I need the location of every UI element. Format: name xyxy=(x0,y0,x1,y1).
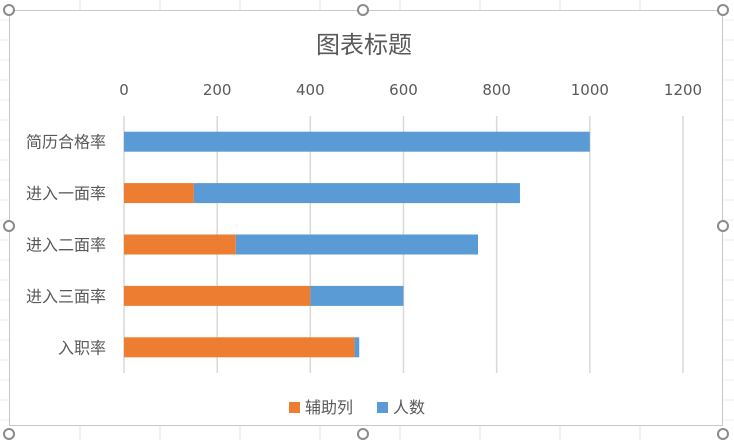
bar-segment-count[interactable] xyxy=(235,234,479,255)
legend-swatch xyxy=(377,402,388,413)
legend-label: 辅助列 xyxy=(305,398,353,417)
resize-handle-top-left[interactable] xyxy=(3,4,15,16)
x-tick-label: 1000 xyxy=(571,81,609,99)
resize-handle-bottom-left[interactable] xyxy=(3,428,15,440)
bar-segment-count[interactable] xyxy=(124,131,590,152)
bar-segment-helper[interactable] xyxy=(124,234,236,255)
legend[interactable]: 辅助列 人数 xyxy=(289,398,425,417)
x-tick-label: 200 xyxy=(203,81,232,99)
y-category-label: 简历合格率 xyxy=(26,133,106,152)
y-category-label: 进入三面率 xyxy=(26,287,106,306)
resize-handle-bottom-middle[interactable] xyxy=(357,428,369,440)
x-tick-label: 400 xyxy=(296,81,325,99)
chart-area[interactable]: 图表标题 0 200 400 600 800 1000 1200 简历合格率进入一面率进入二… xyxy=(9,10,723,426)
y-category-label: 进入一面率 xyxy=(26,184,106,203)
bar-segment-count[interactable] xyxy=(193,183,520,204)
x-tick-label: 0 xyxy=(119,81,129,99)
bar-segment-count[interactable] xyxy=(354,337,360,358)
bar-segment-count[interactable] xyxy=(310,285,404,306)
chart-title[interactable]: 图表标题 xyxy=(316,31,412,59)
bar-segment-helper[interactable] xyxy=(124,285,311,306)
bar-segment-helper[interactable] xyxy=(124,183,194,204)
x-tick-label: 600 xyxy=(389,81,418,99)
legend-swatch xyxy=(289,402,300,413)
x-tick-label: 800 xyxy=(482,81,511,99)
resize-handle-top-middle[interactable] xyxy=(357,4,369,16)
bar-segment-helper[interactable] xyxy=(124,337,355,358)
x-tick-label: 1200 xyxy=(664,81,702,99)
x-axis-ticks: 0 200 400 600 800 1000 1200 xyxy=(119,81,702,99)
y-category-label: 入职率 xyxy=(58,338,106,357)
y-category-label: 进入二面率 xyxy=(26,236,106,255)
resize-handle-bottom-right[interactable] xyxy=(717,428,729,440)
bar-chart: 图表标题 0 200 400 600 800 1000 1200 简历合格率进入一面率进入二… xyxy=(26,31,702,417)
resize-handle-middle-right[interactable] xyxy=(717,220,729,232)
resize-handle-top-right[interactable] xyxy=(717,4,729,16)
bars xyxy=(124,131,590,358)
legend-label: 人数 xyxy=(393,398,425,417)
resize-handle-middle-left[interactable] xyxy=(3,220,15,232)
